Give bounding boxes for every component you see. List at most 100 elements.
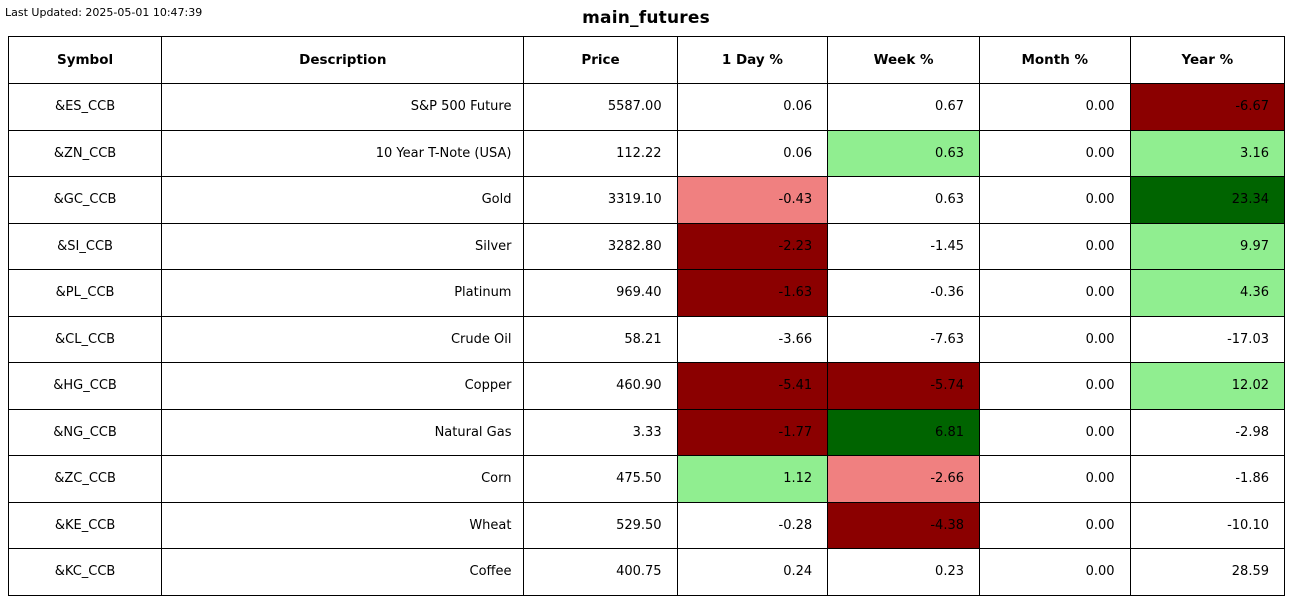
cell-month-pct: 0.00 bbox=[979, 269, 1131, 317]
table-row: &ZC_CCB Corn 475.50 1.12 -2.66 0.00 -1.8… bbox=[7, 455, 1286, 503]
cell-price: 3319.10 bbox=[523, 176, 678, 224]
cell-symbol: &PL_CCB bbox=[7, 269, 163, 317]
table-row: &PL_CCB Platinum 969.40 -1.63 -0.36 0.00… bbox=[7, 269, 1286, 317]
table-row: &NG_CCB Natural Gas 3.33 -1.77 6.81 0.00… bbox=[7, 408, 1286, 456]
cell-month-pct: 0.00 bbox=[979, 129, 1131, 177]
cell-1-day-pct: 0.24 bbox=[676, 548, 829, 596]
table-row: &KC_CCB Coffee 400.75 0.24 0.23 0.00 28.… bbox=[7, 548, 1286, 596]
cell-description: Gold bbox=[161, 176, 525, 224]
cell-year-pct: 4.36 bbox=[1129, 269, 1286, 317]
cell-week-pct: 0.23 bbox=[827, 548, 980, 596]
cell-week-pct: -1.45 bbox=[827, 222, 980, 270]
cell-1-day-pct: -3.66 bbox=[676, 315, 829, 363]
cell-1-day-pct: -0.28 bbox=[676, 501, 829, 549]
cell-description: 10 Year T-Note (USA) bbox=[161, 129, 525, 177]
cell-description: Platinum bbox=[161, 269, 525, 317]
cell-price: 475.50 bbox=[523, 455, 678, 503]
column-header-month-pct: Month % bbox=[979, 36, 1131, 84]
table-header-row: Symbol Description Price 1 Day % Week % … bbox=[7, 36, 1286, 84]
table-row: &SI_CCB Silver 3282.80 -2.23 -1.45 0.00 … bbox=[7, 222, 1286, 270]
column-header-week-pct: Week % bbox=[827, 36, 980, 84]
cell-1-day-pct: 0.06 bbox=[676, 129, 829, 177]
page-title: main_futures bbox=[582, 8, 710, 28]
last-updated-timestamp: Last Updated: 2025-05-01 10:47:39 bbox=[5, 6, 203, 19]
cell-description: Crude Oil bbox=[161, 315, 525, 363]
cell-week-pct: 6.81 bbox=[827, 408, 980, 456]
cell-week-pct: -2.66 bbox=[827, 455, 980, 503]
cell-week-pct: -7.63 bbox=[827, 315, 980, 363]
table-row: &HG_CCB Copper 460.90 -5.41 -5.74 0.00 1… bbox=[7, 362, 1286, 410]
cell-week-pct: -4.38 bbox=[827, 501, 980, 549]
cell-month-pct: 0.00 bbox=[979, 222, 1131, 270]
cell-year-pct: -17.03 bbox=[1129, 315, 1286, 363]
cell-month-pct: 0.00 bbox=[979, 408, 1131, 456]
column-header-description: Description bbox=[161, 36, 525, 84]
cell-price: 58.21 bbox=[523, 315, 678, 363]
cell-price: 969.40 bbox=[523, 269, 678, 317]
cell-1-day-pct: 1.12 bbox=[676, 455, 829, 503]
column-header-price: Price bbox=[523, 36, 678, 84]
cell-description: S&P 500 Future bbox=[161, 83, 525, 131]
table-row: &KE_CCB Wheat 529.50 -0.28 -4.38 0.00 -1… bbox=[7, 501, 1286, 549]
cell-1-day-pct: -5.41 bbox=[676, 362, 829, 410]
table-row: &CL_CCB Crude Oil 58.21 -3.66 -7.63 0.00… bbox=[7, 315, 1286, 363]
cell-price: 400.75 bbox=[523, 548, 678, 596]
cell-month-pct: 0.00 bbox=[979, 315, 1131, 363]
cell-month-pct: 0.00 bbox=[979, 362, 1131, 410]
cell-year-pct: 9.97 bbox=[1129, 222, 1286, 270]
cell-year-pct: -1.86 bbox=[1129, 455, 1286, 503]
cell-1-day-pct: -0.43 bbox=[676, 176, 829, 224]
table-row: &GC_CCB Gold 3319.10 -0.43 0.63 0.00 23.… bbox=[7, 176, 1286, 224]
cell-year-pct: -2.98 bbox=[1129, 408, 1286, 456]
table-body: &ES_CCB S&P 500 Future 5587.00 0.06 0.67… bbox=[7, 83, 1286, 596]
cell-symbol: &GC_CCB bbox=[7, 176, 163, 224]
cell-symbol: &ZN_CCB bbox=[7, 129, 163, 177]
cell-year-pct: -10.10 bbox=[1129, 501, 1286, 549]
cell-week-pct: 0.67 bbox=[827, 83, 980, 131]
cell-symbol: &ES_CCB bbox=[7, 83, 163, 131]
cell-description: Corn bbox=[161, 455, 525, 503]
cell-symbol: &ZC_CCB bbox=[7, 455, 163, 503]
cell-symbol: &SI_CCB bbox=[7, 222, 163, 270]
cell-month-pct: 0.00 bbox=[979, 501, 1131, 549]
cell-symbol: &KE_CCB bbox=[7, 501, 163, 549]
cell-price: 529.50 bbox=[523, 501, 678, 549]
cell-month-pct: 0.00 bbox=[979, 83, 1131, 131]
cell-description: Silver bbox=[161, 222, 525, 270]
column-header-symbol: Symbol bbox=[7, 36, 163, 84]
cell-year-pct: -6.67 bbox=[1129, 83, 1286, 131]
cell-price: 5587.00 bbox=[523, 83, 678, 131]
cell-price: 3282.80 bbox=[523, 222, 678, 270]
table-header: Symbol Description Price 1 Day % Week % … bbox=[7, 36, 1286, 84]
cell-1-day-pct: -2.23 bbox=[676, 222, 829, 270]
cell-week-pct: -5.74 bbox=[827, 362, 980, 410]
cell-description: Coffee bbox=[161, 548, 525, 596]
cell-price: 112.22 bbox=[523, 129, 678, 177]
cell-symbol: &KC_CCB bbox=[7, 548, 163, 596]
cell-description: Wheat bbox=[161, 501, 525, 549]
futures-table: Symbol Description Price 1 Day % Week % … bbox=[7, 36, 1286, 596]
column-header-year-pct: Year % bbox=[1129, 36, 1286, 84]
cell-year-pct: 3.16 bbox=[1129, 129, 1286, 177]
cell-price: 460.90 bbox=[523, 362, 678, 410]
cell-description: Natural Gas bbox=[161, 408, 525, 456]
cell-month-pct: 0.00 bbox=[979, 455, 1131, 503]
column-header-1-day-pct: 1 Day % bbox=[676, 36, 829, 84]
cell-1-day-pct: -1.77 bbox=[676, 408, 829, 456]
cell-symbol: &NG_CCB bbox=[7, 408, 163, 456]
table-row: &ES_CCB S&P 500 Future 5587.00 0.06 0.67… bbox=[7, 83, 1286, 131]
cell-price: 3.33 bbox=[523, 408, 678, 456]
cell-week-pct: 0.63 bbox=[827, 129, 980, 177]
cell-symbol: &CL_CCB bbox=[7, 315, 163, 363]
cell-year-pct: 28.59 bbox=[1129, 548, 1286, 596]
cell-description: Copper bbox=[161, 362, 525, 410]
cell-week-pct: -0.36 bbox=[827, 269, 980, 317]
cell-month-pct: 0.00 bbox=[979, 548, 1131, 596]
cell-year-pct: 23.34 bbox=[1129, 176, 1286, 224]
cell-1-day-pct: 0.06 bbox=[676, 83, 829, 131]
cell-year-pct: 12.02 bbox=[1129, 362, 1286, 410]
cell-1-day-pct: -1.63 bbox=[676, 269, 829, 317]
cell-symbol: &HG_CCB bbox=[7, 362, 163, 410]
table-row: &ZN_CCB 10 Year T-Note (USA) 112.22 0.06… bbox=[7, 129, 1286, 177]
cell-week-pct: 0.63 bbox=[827, 176, 980, 224]
